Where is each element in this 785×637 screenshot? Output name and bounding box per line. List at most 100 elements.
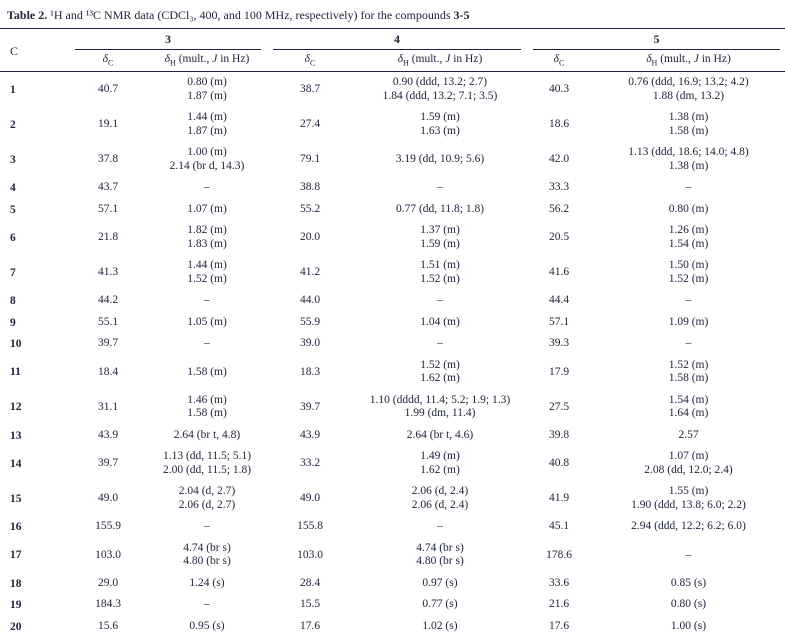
dc-3-value: 29.0 xyxy=(97,576,119,589)
carbon-number: 14 xyxy=(10,457,22,470)
dc-3-value: 184.3 xyxy=(95,598,121,611)
nmr-data-table: C 3 4 5 δC δH (mult., J in Hz) δC δH (mu… xyxy=(0,28,785,637)
dh-5-value: 1.38 (m) 1.58 (m) xyxy=(668,111,709,137)
dc-5-value: 57.1 xyxy=(548,315,570,328)
dc-4-value: 43.9 xyxy=(299,428,321,441)
carbon-number: 9 xyxy=(10,316,16,329)
dc-3-value: 103.0 xyxy=(95,548,121,561)
dh-4-value: – xyxy=(437,294,443,307)
carbon-number: 12 xyxy=(10,401,22,414)
column-header-dc-5: δC xyxy=(553,53,565,68)
dh-4-value: 1.59 (m) 1.63 (m) xyxy=(420,111,460,137)
dh-3-value: 2.64 (br t, 4.8) xyxy=(173,428,241,441)
dc-5-value: 41.6 xyxy=(548,266,570,279)
dc-5-value: 56.2 xyxy=(548,202,570,215)
dh-5-value: 0.85 (s) xyxy=(670,576,707,589)
table-row: 20 15.6 0.95 (s) 17.6 1.02 (s) 17.6 1.00… xyxy=(0,616,785,637)
dc-4-value: 33.2 xyxy=(299,457,321,470)
dh-3-value: – xyxy=(204,181,210,194)
dh-3-value: 1.05 (m) xyxy=(187,315,227,328)
dh-3-value: – xyxy=(204,598,210,611)
dc-4-value: 79.1 xyxy=(299,153,321,166)
dc-3-value: 44.2 xyxy=(97,294,119,307)
dc-3-value: 43.7 xyxy=(97,181,119,194)
dc-5-value: 41.9 xyxy=(548,492,570,505)
dh-5-value: 2.94 (ddd, 12.2; 6.2; 6.0) xyxy=(631,520,746,533)
dh-3-value: 1.44 (m) 1.87 (m) xyxy=(187,111,227,137)
dh-4-value: 1.10 (dddd, 11.4; 5.2; 1.9; 1.3) 1.99 (d… xyxy=(369,393,511,420)
group-header-compound-5: 5 xyxy=(526,29,785,50)
table-row: 5 57.1 1.07 (m) 55.2 0.77 (dd, 11.8; 1.8… xyxy=(0,199,785,221)
dh-4-value: 1.51 (m) 1.52 (m) xyxy=(420,259,460,285)
dh-4-value: – xyxy=(437,337,443,350)
dh-5-value: 1.09 (m) xyxy=(668,315,709,328)
dc-3-value: 43.9 xyxy=(97,428,119,441)
group-header-compound-3: 3 xyxy=(68,29,266,50)
dh-3-value: 1.82 (m) 1.83 (m) xyxy=(187,224,227,250)
column-header-carbon: C xyxy=(10,44,19,59)
dc-5-value: 21.6 xyxy=(548,598,570,611)
carbon-number: 13 xyxy=(10,429,22,442)
dc-4-value: 103.0 xyxy=(297,548,323,561)
table-row: 4 43.7 – 38.8 – 33.3 – xyxy=(0,177,785,199)
column-header-dh-4: δH (mult., J in Hz) xyxy=(397,53,483,68)
dh-4-value: 1.02 (s) xyxy=(422,619,458,632)
dh-3-value: 1.07 (m) xyxy=(187,202,227,215)
dc-5-value: 20.5 xyxy=(548,231,570,244)
dh-5-value: 1.13 (ddd, 18.6; 14.0; 4.8) 1.38 (m) xyxy=(628,146,749,172)
table-row: 14 39.7 1.13 (dd, 11.5; 5.1) 2.00 (dd, 1… xyxy=(0,446,785,481)
dc-4-value: 20.0 xyxy=(299,231,321,244)
dh-3-value: 1.24 (s) xyxy=(189,576,225,589)
dc-4-value: 28.4 xyxy=(299,576,321,589)
dh-5-value: 1.00 (s) xyxy=(670,619,707,632)
dc-5-value: 178.6 xyxy=(546,548,572,561)
carbon-number: 19 xyxy=(10,599,22,612)
column-header-dh-5: δH (mult., J in Hz) xyxy=(646,53,731,68)
dc-3-value: 31.1 xyxy=(97,400,119,413)
carbon-number: 4 xyxy=(10,182,16,195)
carbon-number: 3 xyxy=(10,153,16,166)
table-row: 6 21.8 1.82 (m) 1.83 (m) 20.0 1.37 (m) 1… xyxy=(0,220,785,255)
carbon-number: 10 xyxy=(10,338,22,351)
dc-3-value: 40.7 xyxy=(97,83,119,96)
column-header-dc-3: δC xyxy=(102,53,114,68)
dc-3-value: 49.0 xyxy=(97,492,119,505)
dh-3-value: – xyxy=(204,294,210,307)
dh-3-value: 2.04 (d, 2.7) 2.06 (d, 2.7) xyxy=(178,485,236,511)
dh-3-value: 1.58 (m) xyxy=(187,365,227,378)
dc-4-value: 55.9 xyxy=(299,315,321,328)
table-row: 1 40.7 0.80 (m) 1.87 (m) 38.7 0.90 (ddd,… xyxy=(0,72,785,108)
table-caption-compounds: 3-5 xyxy=(453,8,470,22)
dc-4-value: 38.7 xyxy=(299,83,321,96)
dc-4-value: 17.6 xyxy=(299,619,321,632)
dc-4-value: 27.4 xyxy=(299,118,321,131)
dh-4-value: – xyxy=(437,181,443,194)
column-header-dh-3: δH (mult., J in Hz) xyxy=(164,53,250,68)
dh-4-value: – xyxy=(437,520,443,533)
table-body: 1 40.7 0.80 (m) 1.87 (m) 38.7 0.90 (ddd,… xyxy=(0,72,785,637)
dc-5-value: 27.5 xyxy=(548,400,570,413)
dh-4-value: 0.77 (dd, 11.8; 1.8) xyxy=(395,202,485,215)
dh-3-value: 1.13 (dd, 11.5; 5.1) 2.00 (dd, 11.5; 1.8… xyxy=(162,450,252,476)
carbon-number: 18 xyxy=(10,577,22,590)
table-row: 18 29.0 1.24 (s) 28.4 0.97 (s) 33.6 0.85… xyxy=(0,573,785,595)
carbon-number: 17 xyxy=(10,549,22,562)
dh-5-value: 1.50 (m) 1.52 (m) xyxy=(668,259,709,285)
dh-5-value: 0.80 (m) xyxy=(668,202,709,215)
table-row: 3 37.8 1.00 (m) 2.14 (br d, 14.3) 79.1 3… xyxy=(0,142,785,177)
dh-4-value: 2.06 (d, 2.4) 2.06 (d, 2.4) xyxy=(411,485,469,511)
dc-5-value: 39.3 xyxy=(548,337,570,350)
table-row: 11 18.4 1.58 (m) 18.3 1.52 (m) 1.62 (m) … xyxy=(0,355,785,390)
carbon-number: 2 xyxy=(10,118,16,131)
dc-4-value: 41.2 xyxy=(299,266,321,279)
dc-3-value: 57.1 xyxy=(97,202,119,215)
dh-5-value: 1.26 (m) 1.54 (m) xyxy=(668,224,709,250)
table-row: 10 39.7 – 39.0 – 39.3 – xyxy=(0,333,785,355)
dh-3-value: 1.44 (m) 1.52 (m) xyxy=(187,259,227,285)
dh-5-value: 0.80 (s) xyxy=(670,598,707,611)
dc-3-value: 19.1 xyxy=(97,118,119,131)
carbon-number: 16 xyxy=(10,521,22,534)
dh-4-value: 0.90 (ddd, 13.2; 2.7) 1.84 (ddd, 13.2; 7… xyxy=(382,76,498,102)
dh-4-value: 0.77 (s) xyxy=(422,598,458,611)
dc-3-value: 37.8 xyxy=(97,153,119,166)
